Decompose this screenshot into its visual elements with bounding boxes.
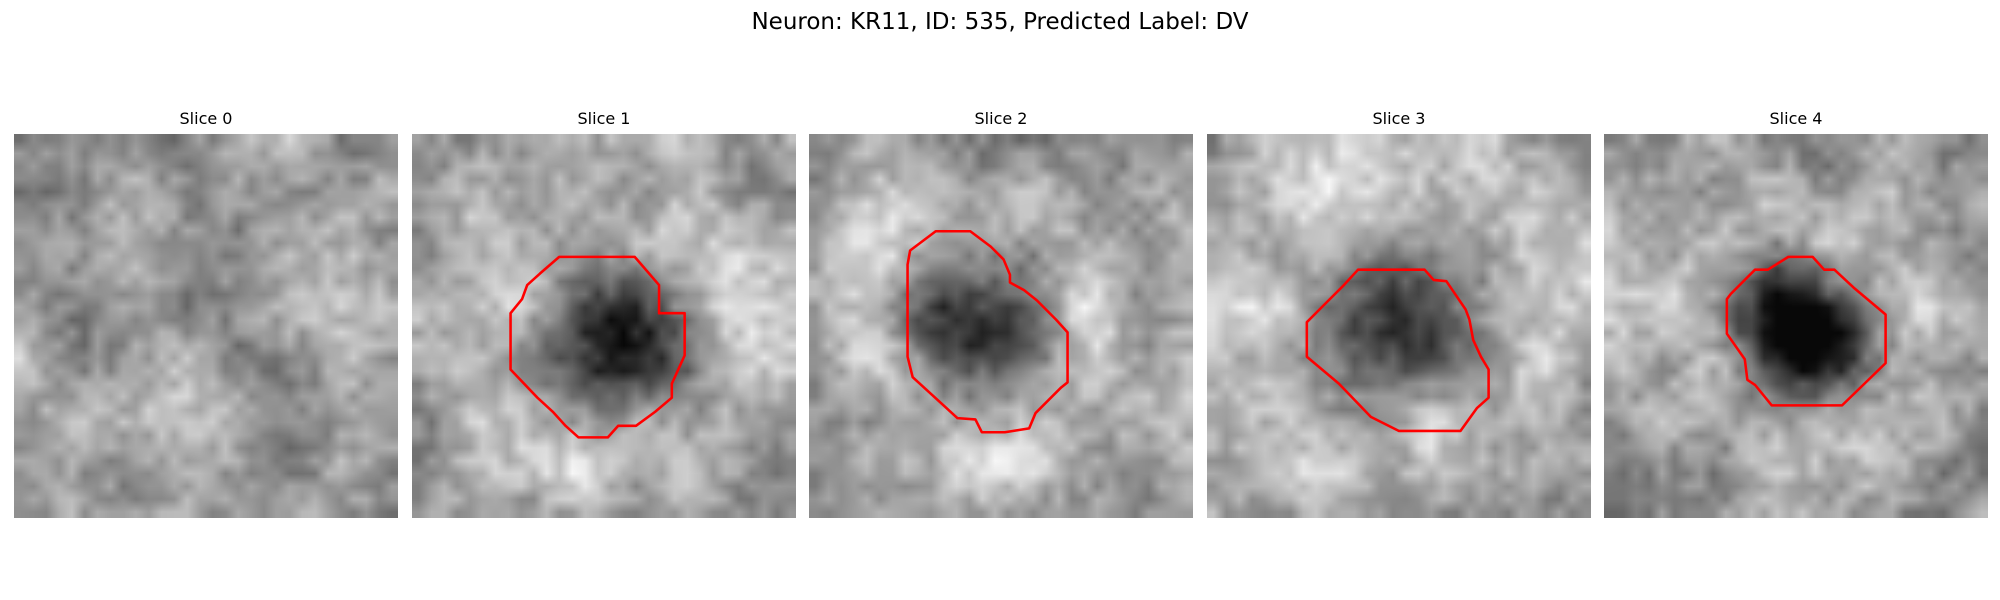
slice-image-3 xyxy=(1207,134,1591,518)
slice-image-2 xyxy=(809,134,1193,518)
slice-panel-4: Slice 4 xyxy=(1604,108,1988,518)
slice-title-0: Slice 0 xyxy=(179,109,233,128)
slice-title-4: Slice 4 xyxy=(1769,109,1823,128)
slice-image-4 xyxy=(1604,134,1988,518)
figure-title: Neuron: KR11, ID: 535, Predicted Label: … xyxy=(751,9,1249,35)
slice-title-3: Slice 3 xyxy=(1372,109,1426,128)
slice-panel-1: Slice 1 xyxy=(412,108,796,518)
slice-title-1: Slice 1 xyxy=(577,109,631,128)
slice-panel-2: Slice 2 xyxy=(809,108,1193,518)
slice-image-1 xyxy=(412,134,796,518)
slice-panel-0: Slice 0 xyxy=(14,108,398,518)
slice-image-0 xyxy=(14,134,398,518)
slice-panel-3: Slice 3 xyxy=(1207,108,1591,518)
slice-title-2: Slice 2 xyxy=(974,109,1028,128)
